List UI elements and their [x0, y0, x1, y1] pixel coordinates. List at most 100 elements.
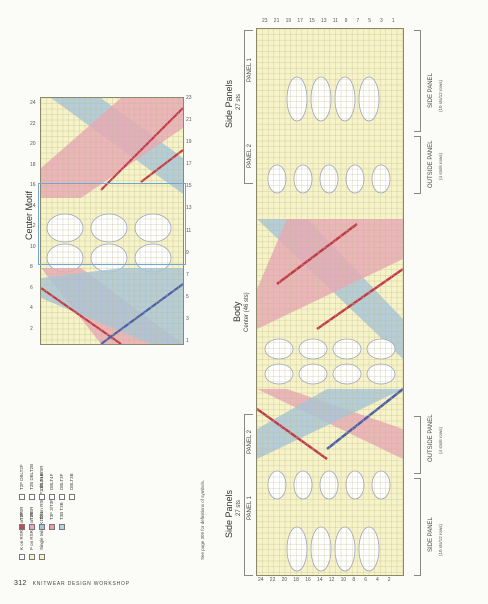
row-number: 7 — [356, 18, 360, 24]
legend-swatch — [18, 494, 25, 500]
outside-panel-top-sub: (4 sts/6 rows) — [438, 152, 443, 180]
row-number: 23 — [262, 18, 268, 24]
row-number: 2 — [30, 325, 33, 332]
legend-swatch — [18, 554, 25, 560]
red-line-body-upper — [316, 267, 403, 331]
row-number: 3 — [186, 315, 189, 322]
row-number: 13 — [186, 205, 192, 212]
navy-twist-line-bottom — [100, 283, 183, 344]
side-panels-bottom-subtitle: 27 sts — [236, 499, 242, 516]
cable-oval-body — [264, 338, 294, 360]
row-number: 11 — [186, 227, 192, 234]
legend-swatch — [38, 524, 45, 530]
legend-item: T2F DBLT2F — [18, 464, 25, 500]
row-number: 14 — [317, 577, 323, 583]
legend-text: DBLT3B — [69, 473, 74, 490]
legend-item: T2B — [28, 512, 35, 530]
legend-item: DBLT4B — [38, 473, 45, 500]
cable-oval-bottom — [286, 526, 308, 572]
cable-oval-top — [286, 76, 308, 122]
legend-item: T3F 3/T3F — [48, 499, 55, 530]
legend-swatch — [28, 554, 35, 560]
side-panel-bottom-label: SIDE PANEL — [428, 517, 434, 552]
row-number: 23 — [186, 95, 192, 101]
outside-panel-top-label: OUTSIDE PANEL — [428, 140, 434, 188]
cable-oval-bottom-2 — [293, 470, 313, 500]
legend-swatch — [58, 524, 65, 530]
legend-text: T3B T3B — [59, 502, 64, 520]
row-number: 16 — [305, 577, 311, 583]
legend-text: T2F — [19, 511, 24, 520]
row-number: 6 — [30, 284, 33, 291]
row-number: 15 — [186, 183, 192, 190]
legend-swatch — [28, 524, 35, 530]
outside-panel-bottom-sub: (4 sts/6 rows) — [438, 426, 443, 454]
legend-item: DBLT3B — [68, 473, 75, 500]
row-number: 1 — [391, 18, 395, 24]
outside-panel-bottom-label: OUTSIDE PANEL — [428, 414, 434, 462]
row-number: 8 — [30, 264, 33, 270]
row-number: 7 — [186, 271, 189, 278]
right-bracket-top — [414, 30, 421, 132]
side-panel-top-label: SIDE PANEL — [428, 73, 434, 108]
legend-item: DBLT3F — [58, 474, 65, 500]
legend-swatch — [48, 524, 55, 530]
legend-swatch — [28, 494, 35, 500]
center-motif-title: Center Motif — [24, 190, 34, 240]
legend-item: DBLT4F — [48, 474, 55, 500]
row-number: 18 — [30, 161, 36, 168]
side-panels-bottom-title: Side Panels — [224, 489, 234, 538]
right-bracket-bottom — [414, 478, 421, 576]
cable-oval-body — [332, 363, 362, 385]
row-number: 1 — [186, 338, 189, 344]
center-motif-selection-box — [38, 183, 186, 265]
navy-line-body-lower — [326, 388, 403, 450]
row-number: 16 — [30, 182, 36, 188]
legend-swatch — [18, 524, 25, 530]
cable-oval-body — [366, 363, 396, 385]
cable-oval-bottom-2 — [345, 470, 365, 500]
page-number: 312 — [14, 580, 27, 587]
red-twist-line-top — [100, 107, 183, 191]
row-number: 13 — [321, 18, 327, 24]
body-side-panels-chart — [256, 28, 404, 576]
row-number: 20 — [281, 577, 288, 583]
row-number: 24 — [30, 100, 36, 106]
row-number: 9 — [186, 249, 189, 256]
cable-oval-bottom — [310, 526, 332, 572]
body-subtitle: Center (46 sts) — [244, 292, 250, 332]
row-number: 18 — [293, 577, 299, 583]
legend-swatch — [48, 494, 55, 500]
row-number: 17 — [186, 161, 192, 168]
row-number: 4 — [376, 577, 379, 583]
cable-oval-bottom-2 — [267, 470, 287, 500]
red-line-body-lower — [257, 407, 328, 461]
row-number: 9 — [344, 18, 348, 24]
pink-diagonal-band-top — [41, 98, 183, 198]
cable-oval-top-2 — [267, 164, 287, 194]
body-title: Body — [232, 301, 242, 322]
cable-oval-bottom — [334, 526, 356, 572]
center-motif-grid — [41, 98, 183, 344]
row-number: 19 — [186, 139, 192, 146]
blue-band-body-lower — [257, 389, 403, 459]
legend-text: DBLT4B — [39, 473, 44, 490]
right-bracket-bottom-2 — [414, 416, 421, 474]
legend-text: DBLT4F — [49, 473, 54, 490]
cable-oval-top-2 — [293, 164, 313, 194]
center-motif-chart — [40, 97, 184, 345]
row-number: 5 — [368, 18, 371, 24]
legend-text: DBLT3F — [59, 473, 64, 490]
row-number: 24 — [258, 577, 264, 583]
legend-swatch — [58, 494, 65, 500]
legend-item: T2F — [18, 512, 25, 530]
row-number: 15 — [309, 18, 315, 24]
pink-band-body-upper — [257, 219, 403, 329]
side-panels-top-title: Side Panels — [224, 79, 234, 128]
legend-item: T2B — [38, 512, 45, 530]
legend-swatch — [38, 494, 45, 500]
row-number: 19 — [285, 18, 292, 24]
row-number: 21 — [273, 18, 280, 24]
row-number: 12 — [328, 577, 335, 583]
